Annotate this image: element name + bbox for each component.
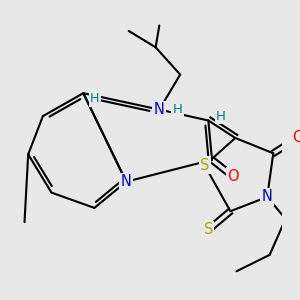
Text: N: N [121,174,132,189]
Text: O: O [227,169,239,184]
Text: N: N [154,103,164,117]
Text: H: H [216,110,226,123]
Text: O: O [292,131,300,145]
Text: N: N [121,175,131,189]
Text: S: S [204,223,213,237]
Text: N: N [262,190,273,205]
Text: O: O [292,130,300,146]
Text: H: H [216,108,226,122]
Text: N: N [154,102,165,117]
Text: S: S [204,222,213,237]
Text: O: O [227,169,238,183]
Text: H: H [90,92,99,105]
Text: N: N [262,190,272,204]
Text: H: H [173,103,183,116]
Text: S: S [200,158,209,173]
